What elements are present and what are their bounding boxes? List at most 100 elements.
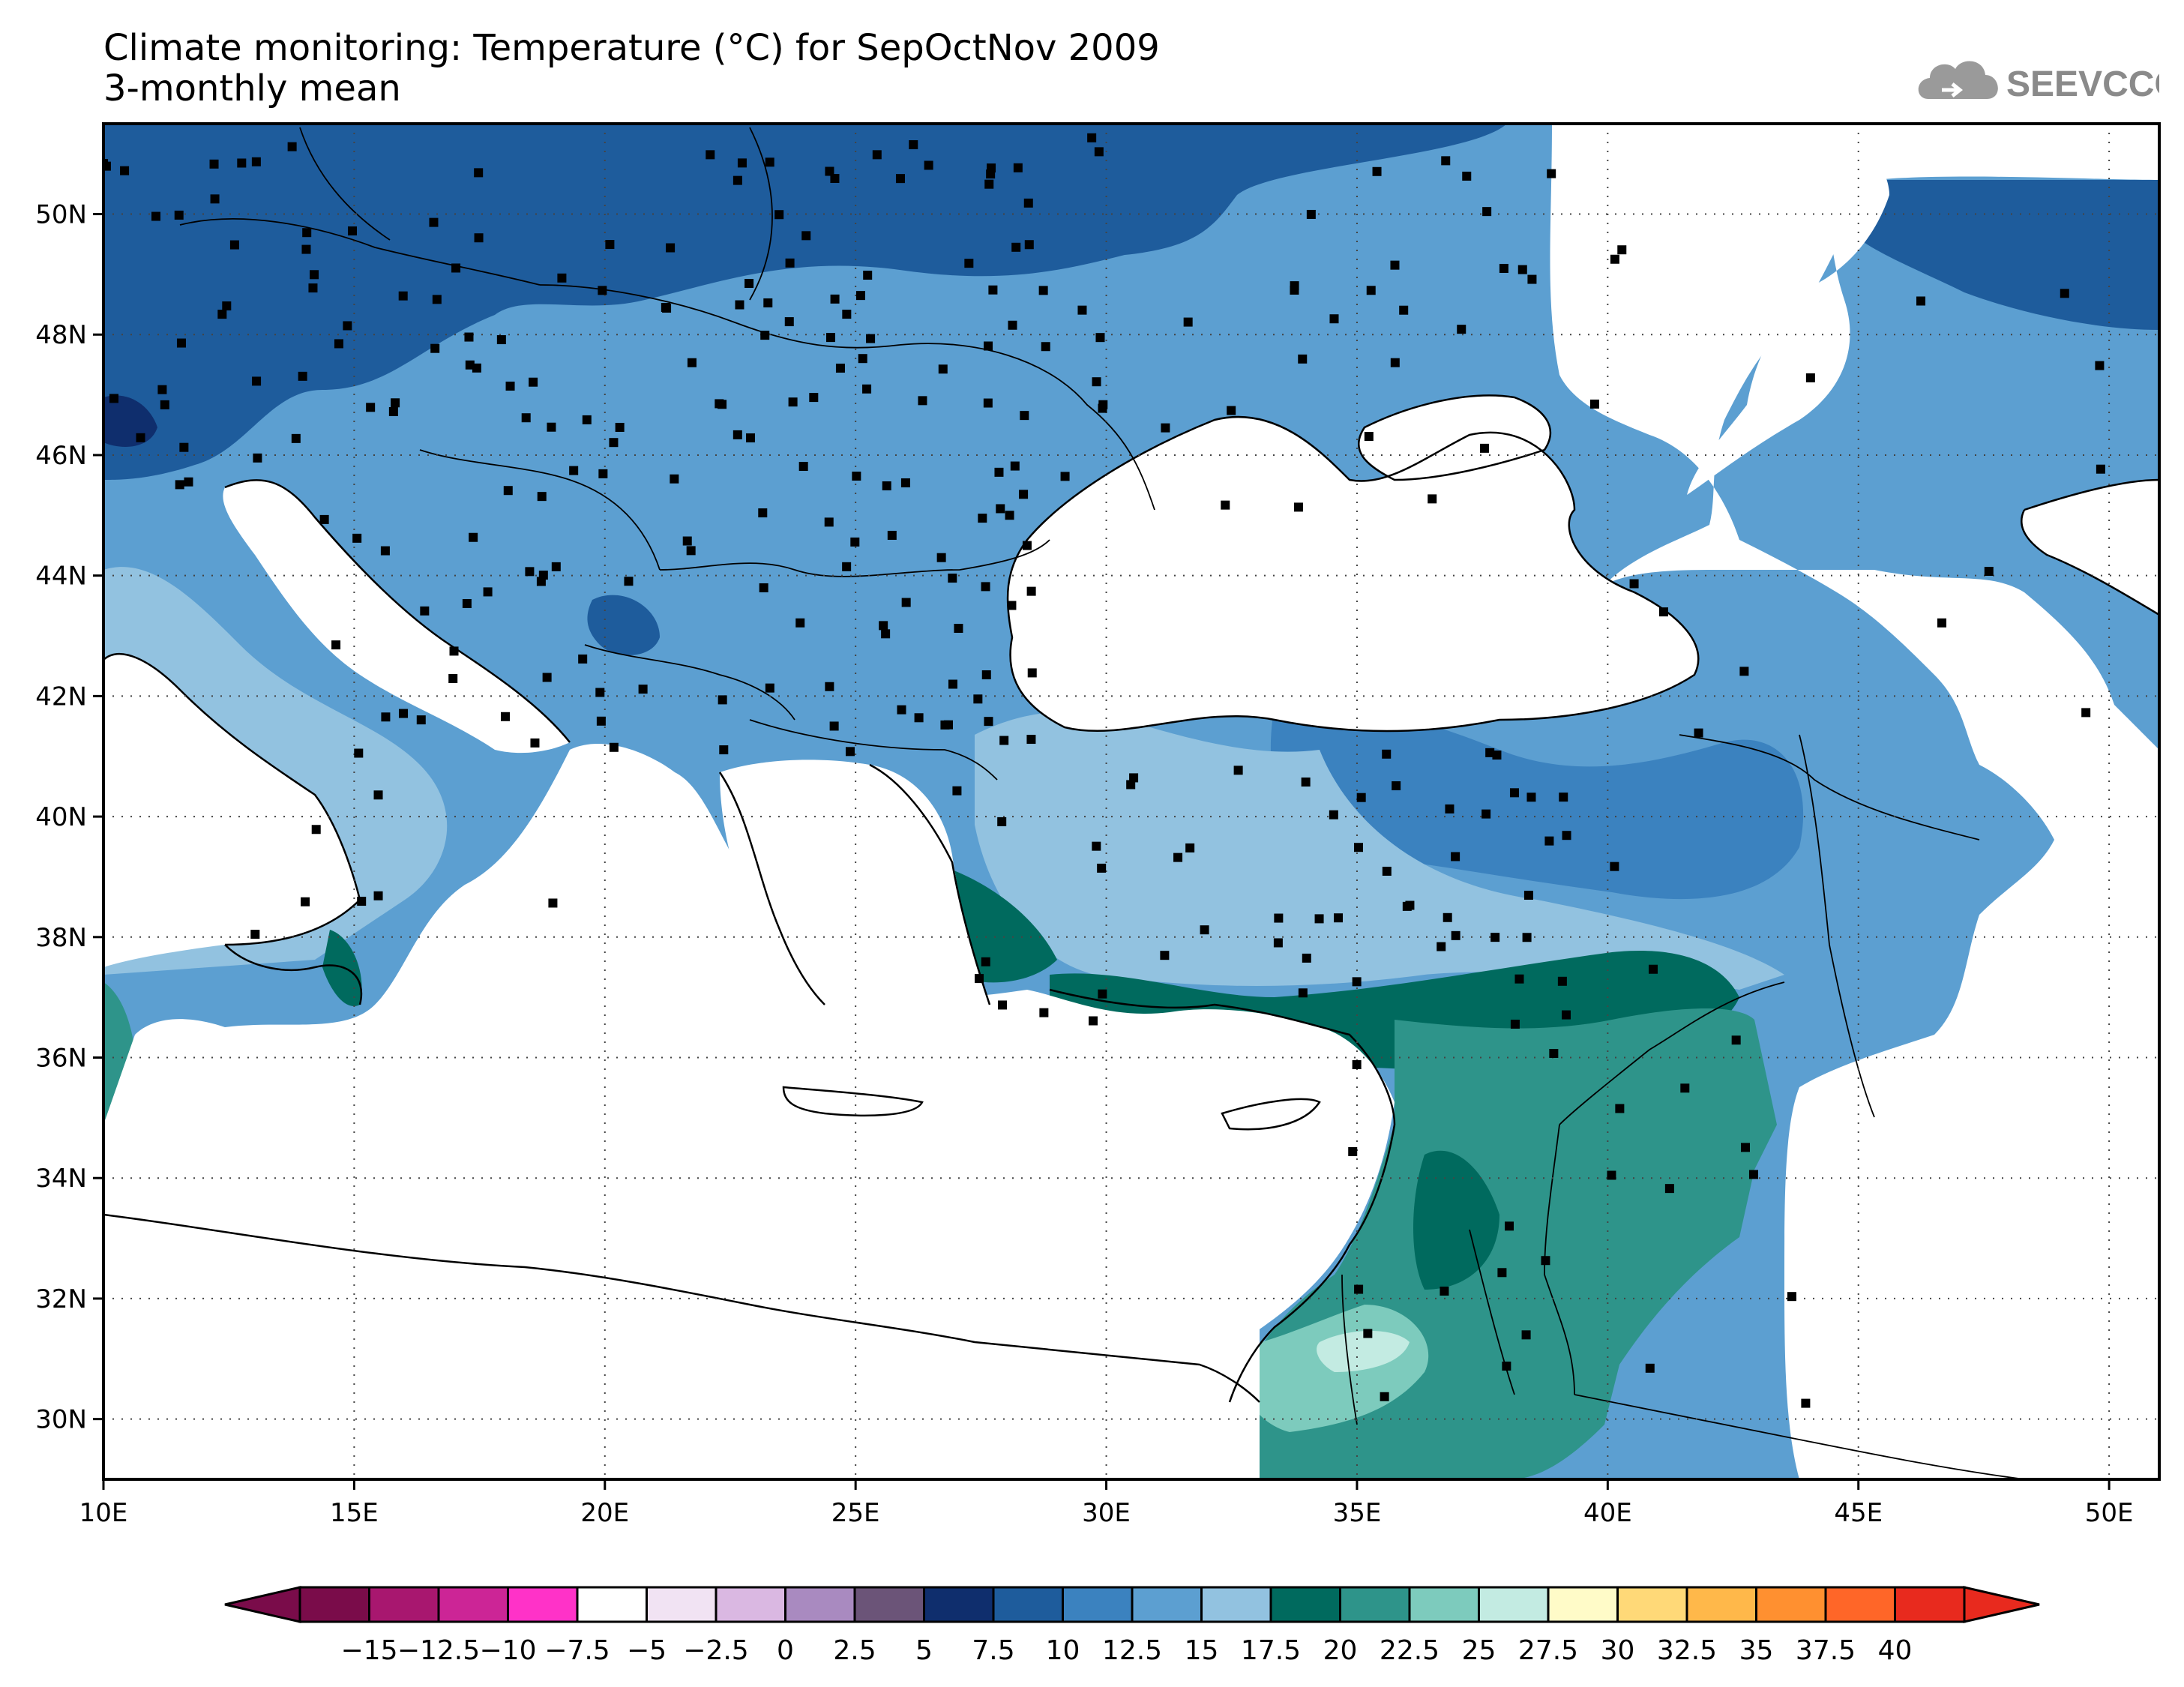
station-marker <box>1610 861 1619 871</box>
station-marker <box>718 695 727 705</box>
station-marker <box>662 303 672 313</box>
colorbar-swatch <box>1616 1586 1688 1623</box>
station-marker <box>718 400 727 409</box>
colorbar-label: 5 <box>915 1635 933 1666</box>
station-marker <box>1610 254 1619 264</box>
colorbar-label: −15 <box>341 1635 398 1666</box>
cool-band-east <box>1844 180 2159 330</box>
station-marker <box>1562 831 1571 841</box>
station-marker <box>1098 989 1107 999</box>
colorbar-label: 0 <box>777 1635 794 1666</box>
station-marker <box>1019 490 1029 499</box>
station-marker <box>666 243 676 253</box>
station-marker <box>615 422 625 432</box>
station-marker <box>1301 778 1311 787</box>
desert-north-africa <box>103 1215 1260 1479</box>
station-marker <box>157 385 167 394</box>
station-marker <box>952 786 962 796</box>
station-marker <box>1748 1170 1758 1179</box>
station-marker <box>1645 1363 1655 1373</box>
station-marker <box>987 163 996 173</box>
colorbar-label: −5 <box>627 1635 667 1666</box>
station-marker <box>430 343 440 353</box>
station-marker <box>746 433 756 443</box>
station-marker <box>1334 913 1344 923</box>
station-marker <box>537 492 547 502</box>
station-marker <box>1482 207 1492 217</box>
station-marker <box>210 194 220 204</box>
station-marker <box>578 654 588 664</box>
station-marker <box>160 400 169 409</box>
station-marker <box>1522 933 1532 942</box>
station-marker <box>1007 601 1017 610</box>
station-marker <box>525 567 535 577</box>
station-marker <box>448 673 458 683</box>
colorbar-label: 20 <box>1323 1635 1358 1666</box>
station-marker <box>1399 305 1409 315</box>
station-marker <box>380 546 390 556</box>
station-marker <box>825 682 834 691</box>
station-marker <box>774 210 784 220</box>
station-marker <box>1005 511 1014 520</box>
map-gridlines <box>103 124 2159 1479</box>
station-marker <box>975 974 984 984</box>
station-marker <box>521 413 531 423</box>
hot-core-negev <box>1317 1331 1410 1372</box>
station-marker <box>1510 1019 1520 1029</box>
station-marker <box>964 259 974 268</box>
sea-aegean <box>720 760 990 1035</box>
station-marker <box>1038 286 1048 295</box>
colorbar-swatch <box>576 1586 648 1623</box>
station-marker <box>732 430 742 439</box>
station-marker <box>302 228 312 238</box>
station-marker <box>547 422 556 432</box>
station-marker <box>759 583 768 592</box>
station-marker <box>530 738 540 748</box>
station-marker <box>373 790 383 800</box>
station-marker <box>845 747 855 757</box>
colorbar-swatch <box>1131 1586 1203 1623</box>
colorbar-swatch <box>298 1586 370 1623</box>
station-marker <box>109 394 119 403</box>
station-marker <box>765 157 774 167</box>
station-marker <box>900 478 910 487</box>
colorbar-label: −10 <box>480 1635 537 1666</box>
station-marker <box>1547 169 1556 178</box>
station-marker <box>624 577 634 586</box>
station-marker <box>1541 1256 1550 1266</box>
colorbar-label: −7.5 <box>544 1635 610 1666</box>
lon-tick-label: 40E <box>1583 1498 1632 1528</box>
colorbar-label: 35 <box>1739 1635 1774 1666</box>
station-marker <box>209 159 219 169</box>
station-marker <box>1024 240 1034 250</box>
station-marker <box>474 168 484 178</box>
station-marker <box>999 736 1009 745</box>
station-marker <box>1329 810 1338 820</box>
station-marker <box>835 363 845 373</box>
station-marker <box>1023 198 1033 208</box>
station-marker <box>1173 852 1183 862</box>
station-marker <box>250 930 260 939</box>
station-marker <box>984 341 993 351</box>
station-marker <box>503 486 513 496</box>
station-marker <box>291 433 301 443</box>
colorbar-swatch <box>1755 1586 1827 1623</box>
station-marker <box>909 140 918 150</box>
station-marker <box>1526 793 1536 802</box>
station-marker <box>373 891 383 900</box>
map-frame <box>102 122 2161 1481</box>
station-marker <box>1026 586 1036 596</box>
station-marker <box>1098 400 1108 409</box>
station-marker <box>1485 748 1495 757</box>
station-marker <box>1008 320 1017 330</box>
colorbar-swatch <box>1200 1586 1272 1623</box>
station-marker <box>670 474 679 484</box>
cool-band-anatolia <box>1270 703 1804 900</box>
colorbar-label: 25 <box>1462 1635 1496 1666</box>
colorbar-label: 30 <box>1601 1635 1635 1666</box>
station-marker <box>682 536 692 546</box>
colorbar-swatch <box>784 1586 856 1623</box>
station-marker <box>1527 274 1537 284</box>
lat-tick-label: 34N <box>35 1164 87 1194</box>
station-marker <box>686 546 696 556</box>
